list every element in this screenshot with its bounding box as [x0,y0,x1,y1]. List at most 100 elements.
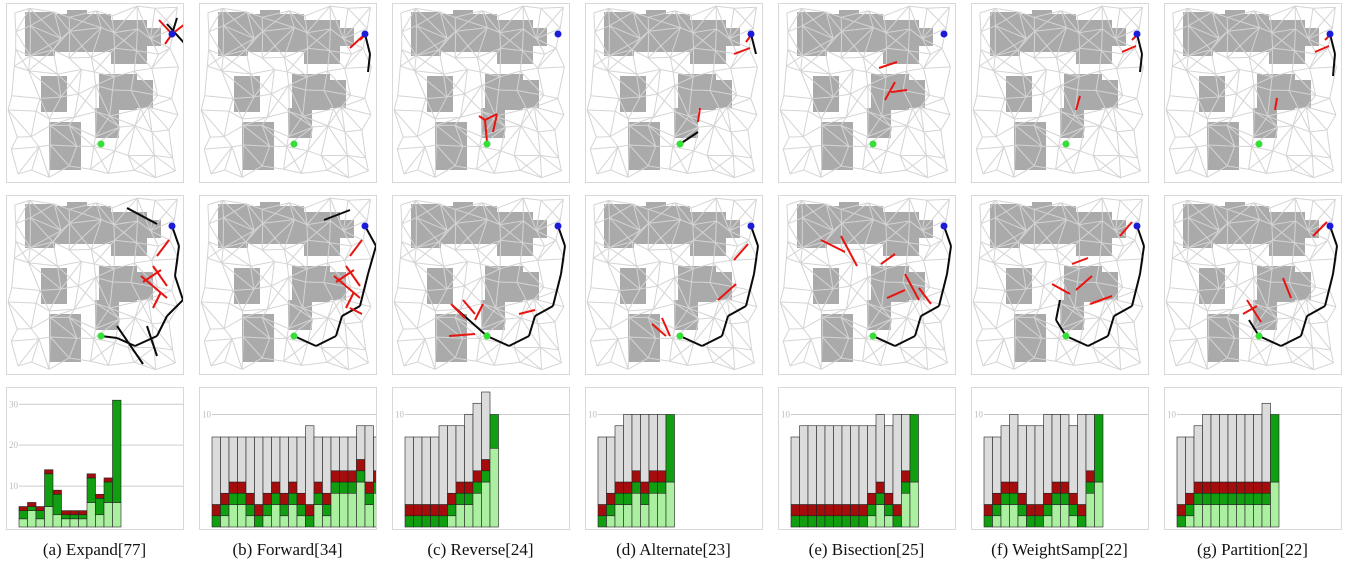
roadmap-edge [1112,107,1118,132]
roadmap-edge [481,307,497,329]
roadmap-edge [1271,32,1274,49]
roadmap-edge [415,247,444,267]
roadmap-edge [609,217,633,243]
roadmap-edge [994,199,1020,205]
roadmap-edge [648,248,671,251]
roadmap-edge [288,76,308,86]
histogram-bar-segment [438,504,448,517]
roadmap-edge [789,136,804,138]
path-edge [367,245,376,275]
roadmap-edge [342,230,353,247]
roadmap-edge [923,260,931,288]
roadmap-edge [826,11,842,18]
roadmap-edge [674,202,681,220]
histogram-bar-segment [1244,504,1254,528]
roadmap-edge [825,203,843,224]
roadmap-edge [1101,242,1124,247]
roadmap-edge [829,265,834,290]
roadmap-edge [1043,84,1061,95]
roadmap-edge [669,219,681,250]
roadmap-edge [288,268,308,278]
roadmap-edge [417,169,436,178]
histogram-bar-segment [614,425,624,483]
roadmap-edge [424,336,437,340]
roadmap-edge [674,10,681,28]
roadmap-edge [692,224,695,241]
roadmap-edge [1272,125,1294,152]
roadmap-edge [95,202,115,226]
roadmap-edge [923,68,931,96]
roadmap-edge [1034,248,1057,251]
roadmap-edge [416,217,440,243]
invalid-edge [333,275,361,299]
roadmap-edge [690,207,694,225]
roadmap-edge [1060,202,1067,220]
roadmap-edge [283,249,288,265]
roadmap-edge [629,336,656,339]
roadmap-edge [1025,93,1044,98]
roadmap-edge [29,38,62,57]
histogram-bar-segment [648,414,658,472]
roadmap-edge [657,285,676,304]
roadmap-edge [636,261,661,267]
roadmap-edge [1271,220,1296,226]
roadmap-edge [1309,131,1313,156]
histogram-bar-segment [648,481,658,494]
roadmap-edge [361,129,367,159]
roadmap-edge [1267,300,1299,309]
histogram-bar-segment [1210,481,1220,494]
histogram-bar-segment [858,515,868,528]
roadmap-edge [1309,53,1318,69]
roadmap-edge [980,25,996,33]
roadmap-final-g [1165,197,1338,371]
roadmap-edge [800,70,813,99]
roadmap-edge [811,96,834,100]
roadmap-edge [323,71,328,91]
roadmap-edge [323,282,334,301]
roadmap-edge [1058,239,1080,265]
roadmap-edge [713,108,721,126]
roadmap-edge [712,154,734,171]
histogram-bar-segment [606,515,616,528]
column-b: 10 (b) Forward[34] [196,0,379,572]
histogram-bar-segment [44,473,54,507]
histogram-bar-segment [373,436,376,472]
roadmap-edge [438,241,445,267]
roadmap-edge [1187,200,1189,218]
roadmap-edge [1272,220,1296,241]
histogram-bar-segment [1202,492,1212,505]
roadmap-edge [905,262,930,288]
roadmap-edge [434,165,456,178]
roadmap-edge [326,169,349,179]
histogram-bar-segment [52,489,62,495]
roadmap-edge [1116,260,1124,288]
roadmap-edge [1188,49,1212,57]
roadmap-edge [396,328,404,342]
histogram-bar-segment [86,473,96,479]
roadmap-edge [923,47,943,69]
roadmap-edge [140,300,153,325]
roadmap-edge [245,241,263,251]
roadmap-edge [224,146,233,171]
roadmap-edge [523,220,537,232]
roadmap-edge [1116,66,1144,69]
histogram-bar-segment [1219,414,1229,483]
roadmap-edge [1172,55,1189,67]
roadmap-edge [1119,154,1138,159]
obstacle [839,202,859,216]
roadmap-edge [829,73,851,95]
roadmap-initial-b [200,5,372,179]
roadmap-edge [114,220,138,241]
roadmap-edge [825,11,843,32]
roadmap-edge [801,200,834,231]
histogram-bar-segment [1193,481,1203,494]
roadmap-edge [1133,306,1144,323]
roadmap-edge [608,55,637,75]
roadmap-edge [868,111,882,117]
roadmap-edge [1004,98,1015,120]
roadmap-edge [907,220,910,243]
roadmap-edge [607,262,620,291]
tick-label: 10 [588,410,598,420]
roadmap-edge [286,47,308,73]
roadmap-edge [221,241,247,264]
